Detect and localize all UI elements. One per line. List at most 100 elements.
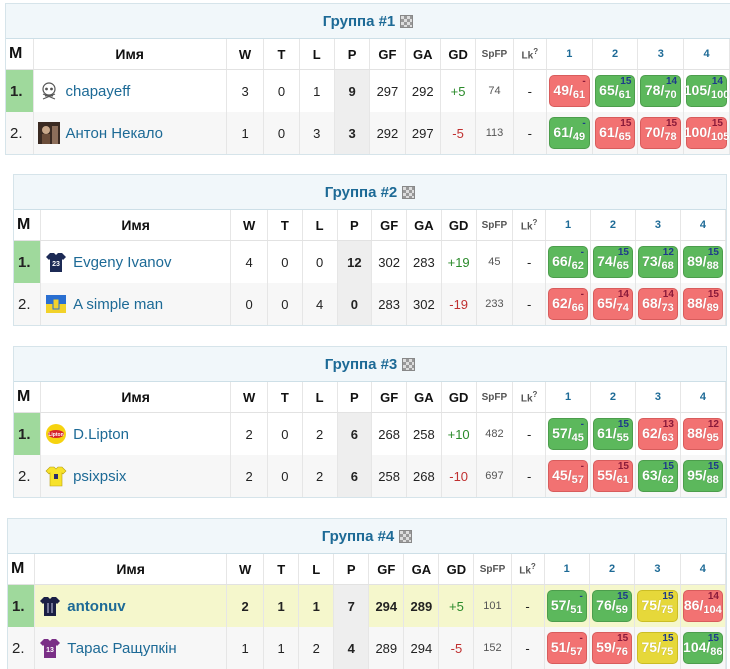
result-badge[interactable]: 75/75 15 [637,632,678,664]
grid-icon[interactable] [402,185,416,199]
col-lk[interactable]: Lk? [511,554,545,585]
result-badge[interactable]: 62/63 13 [637,418,678,450]
result-badge[interactable]: 62/66- [548,288,588,320]
help-icon[interactable]: ? [533,46,539,56]
player-name-link[interactable]: chapayeff [65,82,131,100]
player-name-link[interactable]: D.Lipton [73,425,129,443]
col-wins[interactable]: W [226,554,265,585]
group-title[interactable]: Группа #2 [324,183,398,201]
col-losses[interactable]: L [302,210,338,241]
col-ties[interactable]: T [263,554,300,585]
player-name-link[interactable]: Evgeny Ivanov [73,253,172,271]
col-losses[interactable]: L [299,39,335,70]
col-goals-against[interactable]: GA [403,554,440,585]
col-name[interactable]: Имя [33,39,227,70]
result-badge[interactable]: 66/62- [548,246,588,278]
result-badge[interactable]: 57/51- [546,590,587,622]
result-badge[interactable]: 45/57- [548,460,588,492]
player-name-link[interactable]: Антон Некало [65,124,163,142]
col-goals-for[interactable]: GF [371,210,408,241]
result-badge[interactable]: 76/59 15 [591,590,633,622]
result-badge[interactable]: 100/105 15 [684,117,729,149]
col-wins[interactable]: W [226,39,265,70]
result-badge[interactable]: 75/75 15 [637,590,678,622]
col-name[interactable]: Имя [40,382,232,413]
col-goals-for[interactable]: GF [369,39,406,70]
col-goals-against[interactable]: GA [405,39,441,70]
col-goals-against[interactable]: GA [406,382,442,413]
col-spfp[interactable]: SpFP [476,210,514,241]
result-badge[interactable]: 61/55 15 [592,418,633,450]
col-goal-diff[interactable]: GD [440,39,477,70]
grid-icon[interactable] [402,357,416,371]
col-spfp[interactable]: SpFP [475,39,514,70]
result-badge[interactable]: 61/49- [548,117,590,149]
result-badge[interactable]: 55/61 15 [592,460,633,492]
col-points[interactable]: P [334,39,371,70]
col-goal-diff[interactable]: GD [441,210,477,241]
grid-icon[interactable] [399,529,413,543]
col-ties[interactable]: T [267,382,303,413]
result-badge[interactable]: 63/62 15 [637,460,678,492]
col-losses[interactable]: L [298,554,335,585]
result-badge[interactable]: 78/70 14 [640,75,682,107]
grid-icon[interactable] [400,14,414,28]
group-title[interactable]: Группа #3 [324,355,398,373]
result-badge[interactable]: 65/74 14 [592,288,633,320]
result-badge[interactable]: 51/57- [546,632,587,664]
col-position[interactable]: М [14,210,42,241]
col-points[interactable]: P [337,210,373,241]
col-goal-diff[interactable]: GD [441,382,477,413]
table-row: 1. chapayeff 3 0 1 9 297 292 +5 74-49/61-65/61 15 7… [6,69,730,112]
score-own: 75 [641,638,658,655]
result-badge[interactable]: 65/61 15 [594,75,636,107]
player-name-link[interactable]: Тарас Ращупкін [67,639,177,657]
result-badge[interactable]: 88/89 15 [682,288,723,320]
col-wins[interactable]: W [230,382,269,413]
result-badge[interactable]: 86/104 14 [682,590,723,622]
player-name-link[interactable]: A simple man [73,295,164,313]
col-goals-for[interactable]: GF [368,554,405,585]
col-lk[interactable]: Lk? [512,382,547,413]
col-goals-for[interactable]: GF [371,382,408,413]
col-position[interactable]: М [8,554,36,585]
player-cell: 23 Evgeny Ivanov [40,240,232,283]
col-lk[interactable]: Lk? [513,39,547,70]
help-icon[interactable]: ? [530,561,536,571]
col-ties[interactable]: T [267,210,303,241]
result-badge[interactable]: 68/73 14 [637,288,678,320]
result-badge[interactable]: 59/76 15 [591,632,633,664]
col-wins[interactable]: W [230,210,269,241]
col-goals-against[interactable]: GA [406,210,442,241]
result-badge[interactable]: 49/61- [548,75,590,107]
result-badge[interactable]: 88/95 12 [682,418,723,450]
help-icon[interactable]: ? [532,217,538,227]
result-badge[interactable]: 95/88 15 [682,460,723,492]
col-lk[interactable]: Lk? [512,210,547,241]
col-spfp[interactable]: SpFP [476,382,514,413]
col-ties[interactable]: T [263,39,300,70]
result-badge[interactable]: 104/86 15 [682,632,723,664]
spfp-cell: 113 [475,112,514,154]
col-spfp[interactable]: SpFP [473,554,512,585]
player-name-link[interactable]: psixpsix [73,467,127,485]
col-position[interactable]: М [14,382,42,413]
col-name[interactable]: Имя [34,554,228,585]
result-badge[interactable]: 74/65 15 [592,246,633,278]
result-badge[interactable]: 57/45- [548,418,588,450]
group-title[interactable]: Группа #1 [322,12,396,30]
player-name-link[interactable]: antonuv [67,597,126,615]
result-badge[interactable]: 105/100 14 [684,75,729,107]
result-badge[interactable]: 89/88 15 [682,246,723,278]
col-name[interactable]: Имя [40,210,232,241]
col-points[interactable]: P [337,382,373,413]
group-title[interactable]: Группа #4 [321,527,395,545]
col-position[interactable]: М [6,39,34,70]
col-goal-diff[interactable]: GD [438,554,475,585]
result-badge[interactable]: 73/68 12 [637,246,678,278]
result-badge[interactable]: 61/65 15 [594,117,636,149]
result-badge[interactable]: 70/78 15 [640,117,682,149]
help-icon[interactable]: ? [532,389,538,399]
col-losses[interactable]: L [302,382,338,413]
col-points[interactable]: P [333,554,370,585]
